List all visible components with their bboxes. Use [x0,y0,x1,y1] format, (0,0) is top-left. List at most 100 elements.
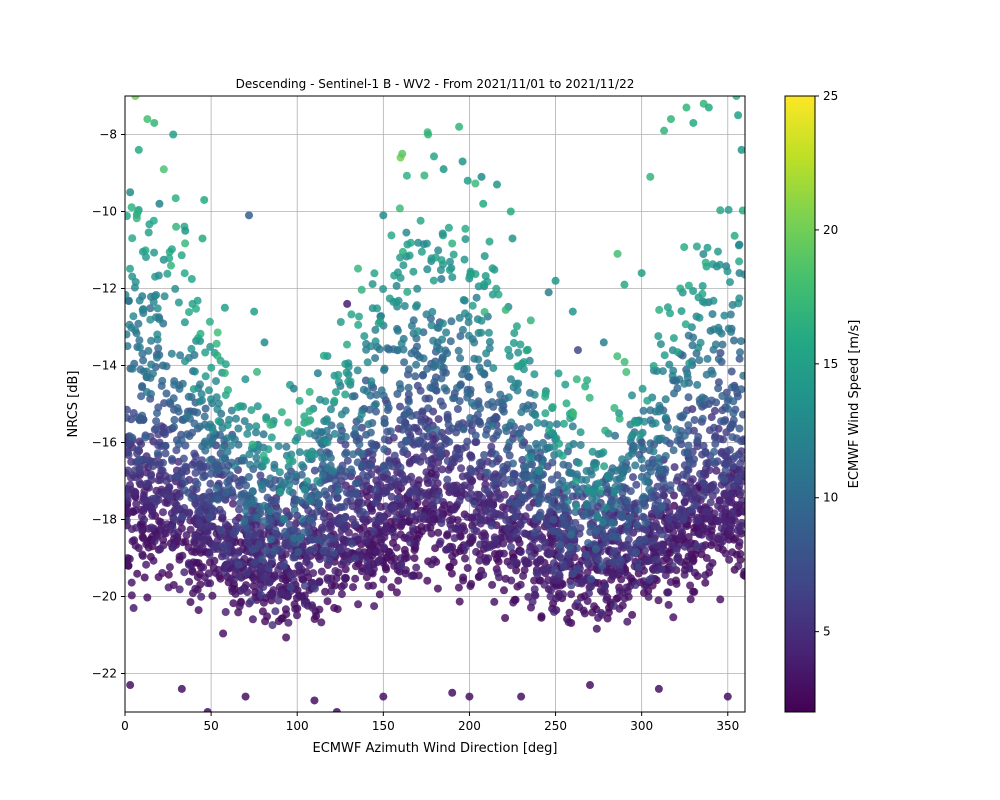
scatter-point [334,370,343,379]
scatter-point [565,442,574,451]
scatter-point [287,450,296,459]
scatter-point [443,545,451,554]
scatter-point [167,261,175,270]
scatter-point [503,445,511,454]
scatter-point [467,421,476,429]
scatter-point [396,554,405,563]
scatter-point [540,580,549,589]
scatter-point [215,505,224,514]
scatter-point [125,557,131,566]
scatter-point [705,533,714,542]
scatter-point [309,569,318,578]
scatter-point [480,308,489,316]
scatter-point [512,499,521,508]
scatter-point [445,437,454,446]
scatter-point [127,203,136,212]
scatter-point [160,292,169,301]
scatter-point [724,394,733,403]
colorbar-tick-label: 25 [823,89,838,103]
scatter-point [196,329,205,338]
scatter-point [405,531,414,540]
scatter-point [141,246,150,255]
scatter-point [669,366,678,375]
scatter-point [205,550,214,559]
scatter-point [197,495,206,504]
scatter-point [167,349,176,358]
scatter-point [684,393,693,402]
scatter-point [291,436,300,445]
scatter-point [725,475,734,484]
scatter-point [555,439,564,448]
data-point [220,303,229,312]
scatter-point [258,555,267,564]
scatter-point [372,407,380,416]
scatter-point [714,516,723,525]
scatter-point [707,413,716,422]
scatter-point [519,358,528,366]
scatter-point [348,539,356,548]
scatter-point [355,440,364,449]
scatter-point [128,537,137,546]
scatter-point [398,247,407,256]
scatter-point [672,546,681,555]
scatter-point [597,487,606,495]
scatter-point [493,568,502,577]
scatter-point [257,591,266,600]
scatter-point [168,523,177,532]
scatter-point [583,597,592,605]
scatter-point [142,540,151,549]
scatter-point [178,466,187,475]
scatter-point [718,392,727,400]
scatter-point [461,554,469,563]
scatter-point [658,434,666,443]
scatter-point [237,490,246,499]
scatter-point [196,422,205,431]
scatter-point [402,437,411,445]
scatter-point [229,499,237,508]
scatter-point [593,513,602,522]
scatter-point [576,428,585,437]
scatter-point [170,415,179,424]
scatter-point [289,553,298,562]
scatter-point [438,319,447,328]
scatter-point [679,411,688,420]
scatter-point [446,563,455,572]
scatter-point [475,464,484,473]
scatter-point [201,348,210,357]
scatter-point [689,587,697,596]
scatter-point [204,521,213,530]
scatter-point [488,580,497,589]
scatter-point [472,508,481,517]
scatter-point [587,522,595,531]
scatter-point [125,466,132,475]
scatter-point [322,426,331,435]
scatter-point [200,412,209,421]
scatter-point [555,552,564,561]
scatter-point [239,454,248,463]
scatter-point [592,545,600,554]
scatter-point [180,568,189,577]
scatter-point [407,321,416,330]
scatter-point [477,328,486,337]
scatter-point [448,552,457,561]
y-tick-label: −18 [92,513,117,527]
scatter-point [530,585,539,594]
scatter-point [181,239,190,248]
scatter-point [711,439,720,448]
scatter-point [528,471,537,480]
scatter-point [270,547,278,556]
scatter-point [584,539,593,547]
scatter-point [458,483,467,492]
scatter-point [566,542,575,551]
scatter-point [707,396,716,405]
scatter-point [639,492,648,501]
scatter-point [154,344,163,353]
data-point [689,118,698,127]
scatter-point [144,228,153,237]
scatter-point [654,596,663,605]
scatter-point [207,363,216,372]
scatter-point [275,468,284,477]
scatter-point [125,413,131,422]
scatter-point [148,494,157,503]
scatter-point [161,430,169,439]
